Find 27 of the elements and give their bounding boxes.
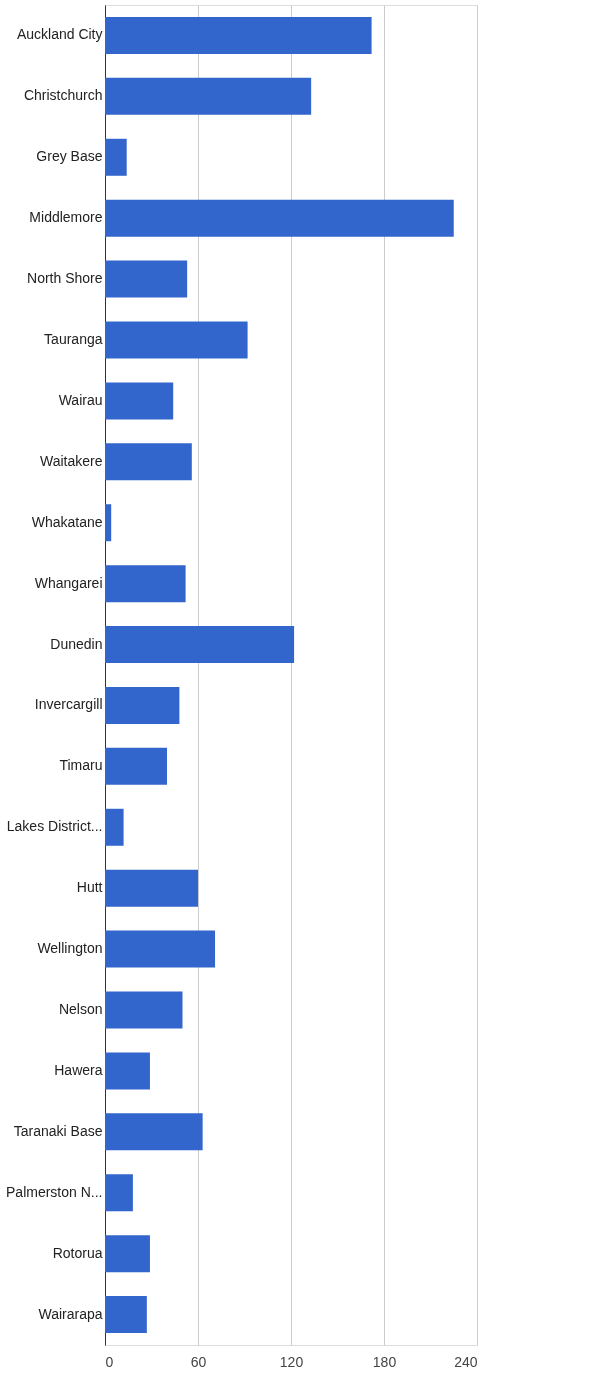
y-tick-label: Taranaki Base [13, 1122, 103, 1139]
x-tick-label: 60 [190, 1353, 207, 1370]
y-tick-label: Wellington [37, 940, 103, 957]
y-tick-label: Rotorua [52, 1244, 103, 1261]
x-tick-label: 120 [279, 1353, 304, 1370]
y-tick-label: Grey Base [36, 148, 103, 165]
y-tick-label: Tauranga [44, 331, 103, 347]
y-tick-label: Christchurch [23, 87, 103, 104]
y-tick-label: Nelson [58, 1001, 103, 1017]
y-tick-label: Hutt [76, 879, 103, 896]
y-tick-label: Invercargill [34, 696, 103, 713]
x-tick-label: 0 [105, 1353, 114, 1370]
y-tick-label: Wairau [58, 391, 103, 408]
y-tick-label: Hawera [54, 1061, 103, 1078]
y-tick-label: Wairarapa [38, 1305, 103, 1322]
y-tick-label: Whangarei [34, 574, 103, 591]
y-tick-label: Auckland City [16, 26, 103, 43]
x-tick-label: 180 [372, 1353, 397, 1370]
y-tick-label: Middlemore [29, 209, 103, 226]
y-tick-label: Whakatane [31, 513, 103, 530]
y-tick-label: Lakes District... [6, 818, 103, 835]
y-tick-label: Timaru [59, 757, 103, 774]
y-tick-label: Waitakere [39, 452, 103, 469]
y-tick-label: Palmerston N... [6, 1183, 103, 1200]
x-tick-label: 240 [454, 1353, 478, 1370]
y-tick-label: North Shore [27, 270, 103, 287]
y-tick-label: Dunedin [50, 635, 103, 652]
